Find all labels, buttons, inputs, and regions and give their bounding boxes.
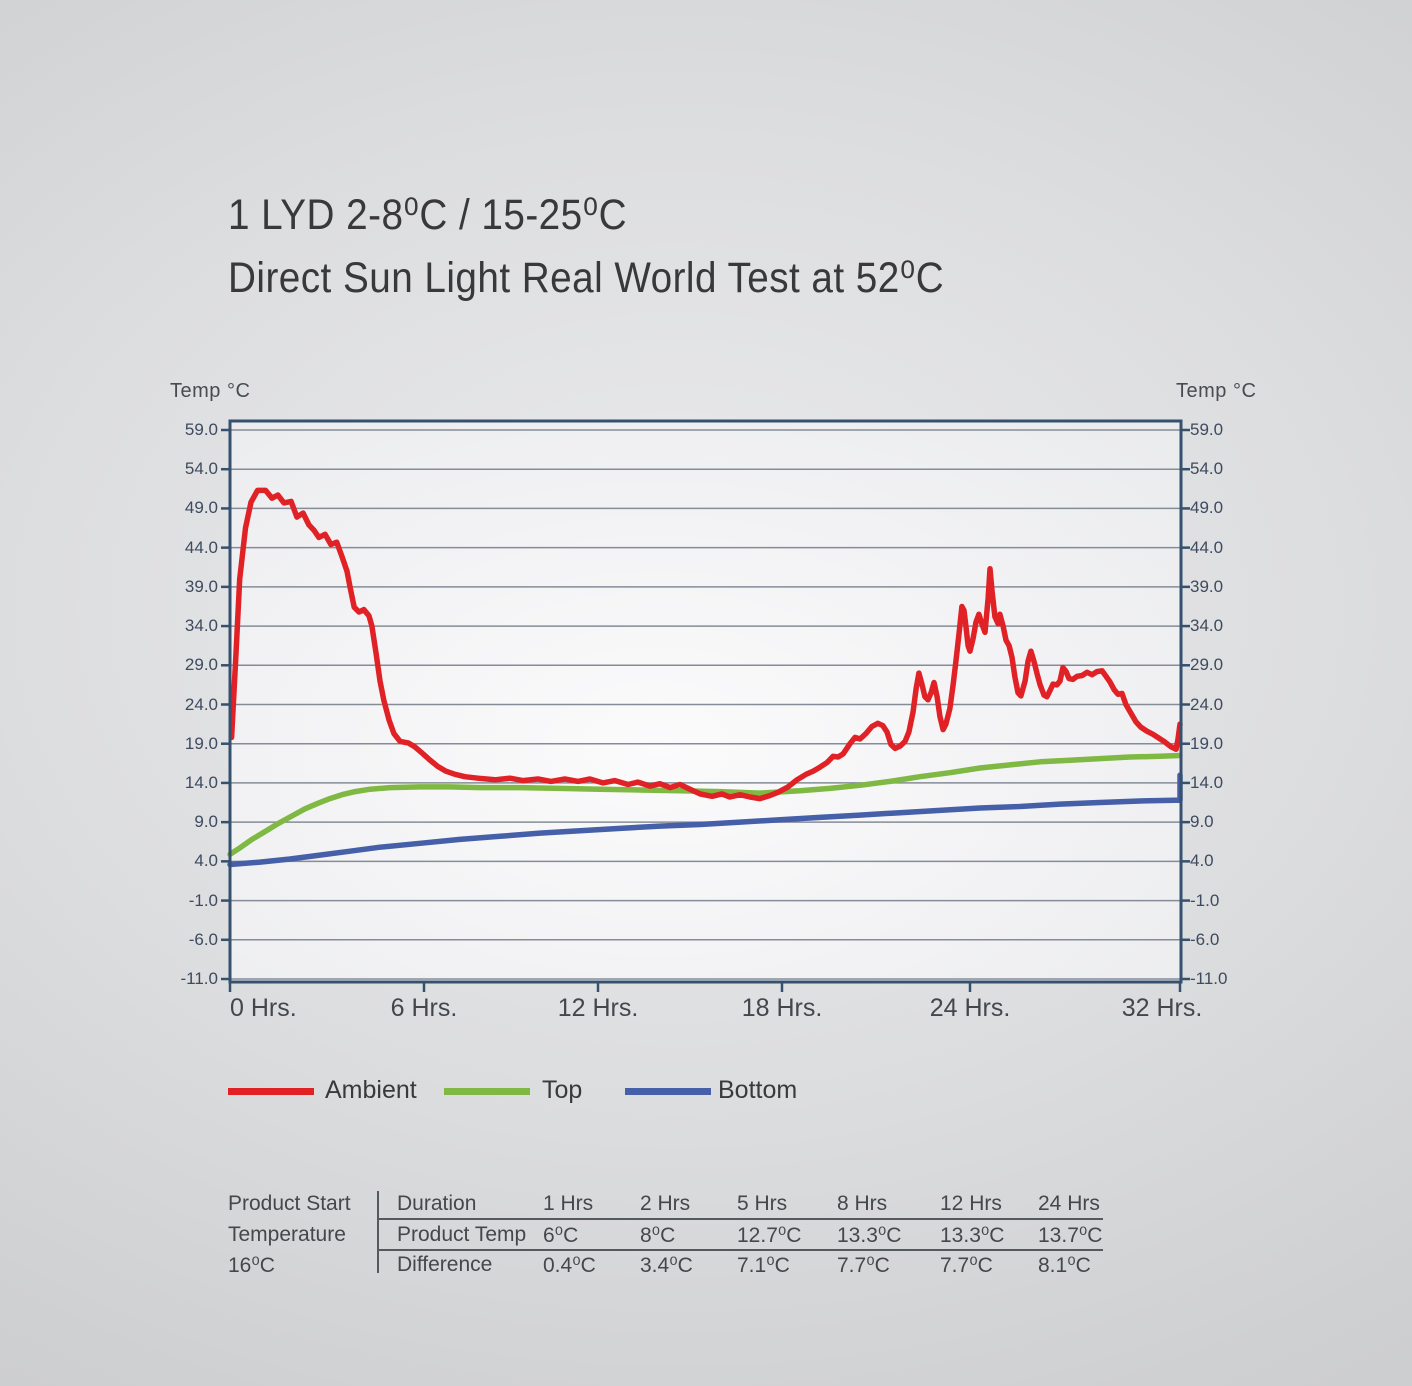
table-row-label: Product Temp	[397, 1223, 527, 1246]
table-cell: 12.7⁰C	[737, 1224, 802, 1247]
y-tick-label-right: 54.0	[1190, 459, 1224, 479]
y-tick-label-right: 44.0	[1190, 537, 1224, 557]
y-tick-label-right: -11.0	[1190, 969, 1228, 988]
y-tick-label-right: 19.0	[1190, 733, 1224, 753]
table-cell: 12 Hrs	[940, 1192, 1002, 1215]
y-tick-label-left: 34.0	[184, 616, 218, 636]
x-tick-label: 18 Hrs.	[741, 994, 823, 1022]
legend-label-bottom: Bottom	[718, 1076, 798, 1104]
title-line-1: 1 LYD 2-8⁰C / 15-25⁰C	[228, 191, 627, 239]
table-cell: 2 Hrs	[640, 1192, 691, 1215]
table-cell: 7.7⁰C	[837, 1254, 890, 1277]
table-cell: 13.7⁰C	[1038, 1224, 1103, 1247]
y-axis-title-left: Temp °C	[170, 380, 251, 402]
legend-swatch-bottom	[625, 1088, 711, 1095]
table-cell: 1 Hrs	[543, 1192, 594, 1215]
y-tick-label-right: 59.0	[1190, 420, 1224, 439]
legend-label-top: Top	[542, 1076, 583, 1104]
y-tick-label-right: -1.0	[1190, 890, 1220, 910]
legend: Ambient Top Bottom	[0, 1074, 1412, 1108]
series-line-bottom	[227, 772, 1183, 868]
y-tick-label-right: 34.0	[1190, 616, 1224, 636]
table-cell: 6⁰C	[543, 1224, 579, 1247]
table-cell: 0.4⁰C	[543, 1254, 596, 1277]
plot-background	[230, 421, 1181, 982]
table-cell: 8 Hrs	[837, 1192, 888, 1215]
y-tick-label-left: 29.0	[184, 655, 218, 675]
table-cell: 3.4⁰C	[640, 1254, 693, 1277]
y-tick-label-left: 19.0	[184, 733, 218, 753]
y-tick-label-right: 9.0	[1190, 812, 1214, 832]
table-cell: 13.3⁰C	[837, 1224, 902, 1247]
y-tick-label-left: 4.0	[194, 851, 218, 871]
plot-border	[228, 419, 1183, 984]
title-line-2: Direct Sun Light Real World Test at 52⁰C	[228, 254, 945, 302]
table-cell: 8.1⁰C	[1038, 1254, 1091, 1277]
line-chart-plot	[221, 419, 1190, 992]
series-line-top	[227, 752, 1183, 858]
table-rule-2	[377, 1249, 1103, 1251]
table-cell: 7.1⁰C	[737, 1254, 790, 1277]
legend-label-ambient: Ambient	[325, 1076, 417, 1104]
table-cell: 5 Hrs	[737, 1192, 788, 1215]
series-line-ambient	[228, 487, 1183, 802]
table-row-label: Difference	[397, 1253, 493, 1276]
table-cell: 7.7⁰C	[940, 1254, 993, 1277]
table-row-label: Duration	[397, 1192, 477, 1215]
y-axis-title-right: Temp °C	[1176, 380, 1257, 402]
y-tick-label-left: -1.0	[188, 890, 218, 910]
x-tick-label: 24 Hrs.	[929, 994, 1011, 1022]
y-tick-label-left: 39.0	[184, 576, 218, 596]
y-tick-label-left: 54.0	[184, 459, 218, 479]
legend-swatch-top	[444, 1088, 530, 1095]
y-tick-label-right: 14.0	[1190, 772, 1224, 792]
y-tick-label-left: 44.0	[184, 537, 218, 557]
x-tick-label: 0 Hrs.	[230, 994, 297, 1022]
table-rule-1	[377, 1218, 1103, 1220]
x-tick-label: 12 Hrs.	[557, 994, 639, 1022]
y-tick-label-right: 39.0	[1190, 576, 1224, 596]
y-tick-label-left: 49.0	[184, 498, 218, 518]
y-tick-label-right: 4.0	[1190, 851, 1214, 871]
y-tick-label-left: 14.0	[184, 772, 218, 792]
table-cell: 13.3⁰C	[940, 1224, 1005, 1247]
x-tick-label: 6 Hrs.	[390, 994, 458, 1022]
y-tick-label-right: 24.0	[1190, 694, 1224, 714]
chart-title: 1 LYD 2-8⁰C / 15-25⁰C Direct Sun Light R…	[228, 194, 944, 320]
y-tick-label-right: -6.0	[1190, 929, 1220, 949]
y-tick-label-left: 9.0	[194, 812, 218, 832]
legend-swatch-ambient	[228, 1088, 314, 1095]
table-divider-line	[377, 1191, 379, 1273]
table-cell: 24 Hrs	[1038, 1192, 1100, 1215]
table-left-label-line: Temperature	[228, 1223, 346, 1246]
summary-table: Product Start Temperature 16⁰C Duration 1 Hr…	[0, 1185, 1412, 1295]
table-left-label-line: Product Start	[228, 1192, 351, 1215]
y-tick-label-right: 49.0	[1190, 498, 1224, 518]
y-tick-label-left: 24.0	[184, 694, 218, 714]
table-cell: 8⁰C	[640, 1224, 676, 1247]
table-left-label-line: 16⁰C	[228, 1254, 275, 1277]
x-tick-label: 32 Hrs.	[1121, 994, 1203, 1022]
y-tick-label-left: -6.0	[188, 929, 218, 949]
y-tick-label-right: 29.0	[1190, 655, 1224, 675]
y-tick-label-left: -11.0	[180, 969, 219, 988]
y-tick-label-left: 59.0	[184, 420, 218, 439]
